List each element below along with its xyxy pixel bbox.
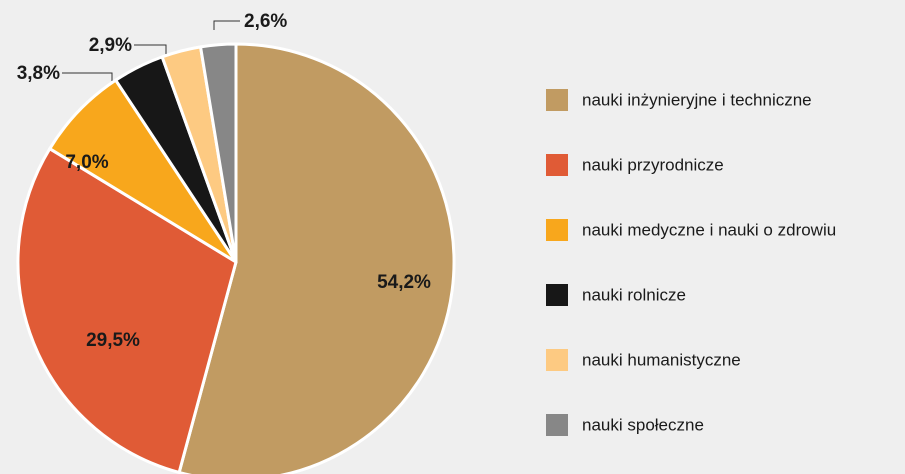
leader-line: [134, 44, 167, 54]
pie-slice: [199, 42, 238, 264]
value-label: 3,8%: [17, 63, 60, 84]
legend-swatch: [546, 89, 568, 111]
legend-swatch: [546, 154, 568, 176]
legend-label: nauki inżynieryjne i techniczne: [582, 90, 812, 109]
legend-label: nauki medyczne i nauki o zdrowiu: [582, 220, 836, 239]
legend-swatch: [546, 349, 568, 371]
legend-label: nauki humanistyczne: [582, 350, 741, 369]
value-label: 2,9%: [89, 35, 132, 56]
legend-label: nauki przyrodnicze: [582, 155, 724, 174]
value-label: 2,6%: [244, 11, 287, 32]
legend-swatch: [546, 284, 568, 306]
value-label: 7,0%: [65, 152, 108, 173]
leader-line: [62, 72, 113, 81]
value-label: 29,5%: [86, 330, 140, 351]
legend-label: nauki rolnicze: [582, 285, 686, 304]
legend-swatch: [546, 219, 568, 241]
legend-label: nauki społeczne: [582, 415, 704, 434]
legend-swatch: [546, 414, 568, 436]
leader-line: [213, 20, 240, 30]
value-label: 54,2%: [377, 272, 431, 293]
pie-slice: [177, 42, 456, 474]
